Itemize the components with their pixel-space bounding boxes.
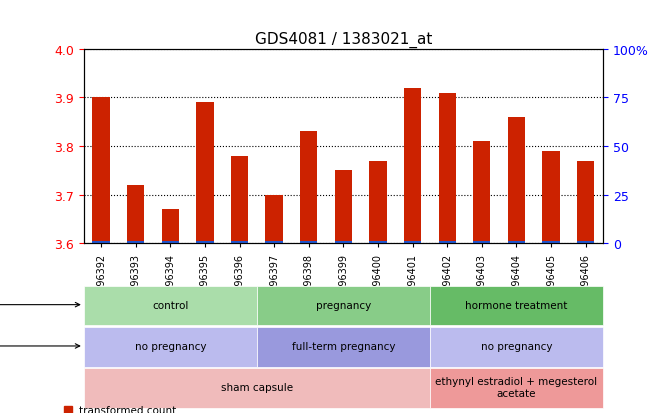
FancyBboxPatch shape — [257, 327, 430, 367]
Bar — [473, 142, 490, 244]
Bar — [577, 161, 594, 244]
Bar — [508, 241, 525, 244]
Bar — [335, 171, 352, 244]
Bar — [404, 241, 421, 244]
Bar — [404, 88, 421, 244]
Bar — [127, 241, 144, 244]
Bar — [196, 241, 214, 244]
FancyBboxPatch shape — [430, 368, 603, 408]
Text: agent: agent — [0, 412, 1, 413]
FancyBboxPatch shape — [84, 286, 257, 325]
Text: protocol: protocol — [0, 300, 80, 310]
FancyBboxPatch shape — [257, 286, 430, 325]
Bar — [92, 241, 110, 244]
Text: development stage: development stage — [0, 341, 80, 351]
FancyBboxPatch shape — [430, 286, 603, 325]
Text: no pregnancy: no pregnancy — [480, 341, 552, 351]
Text: no pregnancy: no pregnancy — [135, 341, 206, 351]
Bar — [543, 241, 559, 244]
Bar — [508, 118, 525, 244]
Bar — [231, 157, 248, 244]
Bar — [369, 161, 387, 244]
FancyBboxPatch shape — [430, 327, 603, 367]
Bar — [161, 241, 179, 244]
Bar — [473, 241, 490, 244]
Legend: transformed count, percentile rank within the sample: transformed count, percentile rank withi… — [63, 405, 255, 413]
Text: control: control — [152, 300, 188, 310]
Bar — [300, 241, 318, 244]
FancyBboxPatch shape — [84, 368, 430, 408]
Text: full-term pregnancy: full-term pregnancy — [291, 341, 395, 351]
Bar — [265, 195, 283, 244]
Bar — [265, 241, 283, 244]
Text: ethynyl estradiol + megesterol
acetate: ethynyl estradiol + megesterol acetate — [436, 377, 598, 398]
Bar — [543, 152, 559, 244]
Bar — [439, 241, 456, 244]
Bar — [577, 241, 594, 244]
Text: pregnancy: pregnancy — [316, 300, 371, 310]
Bar — [300, 132, 318, 244]
Text: sham capsule: sham capsule — [221, 382, 293, 392]
Bar — [92, 98, 110, 244]
Bar — [161, 210, 179, 244]
Bar — [231, 241, 248, 244]
Bar — [369, 241, 387, 244]
Bar — [196, 103, 214, 244]
Bar — [335, 241, 352, 244]
Text: hormone treatment: hormone treatment — [465, 300, 567, 310]
Bar — [127, 185, 144, 244]
FancyBboxPatch shape — [84, 327, 257, 367]
Bar — [439, 93, 456, 244]
Title: GDS4081 / 1383021_at: GDS4081 / 1383021_at — [255, 32, 432, 48]
